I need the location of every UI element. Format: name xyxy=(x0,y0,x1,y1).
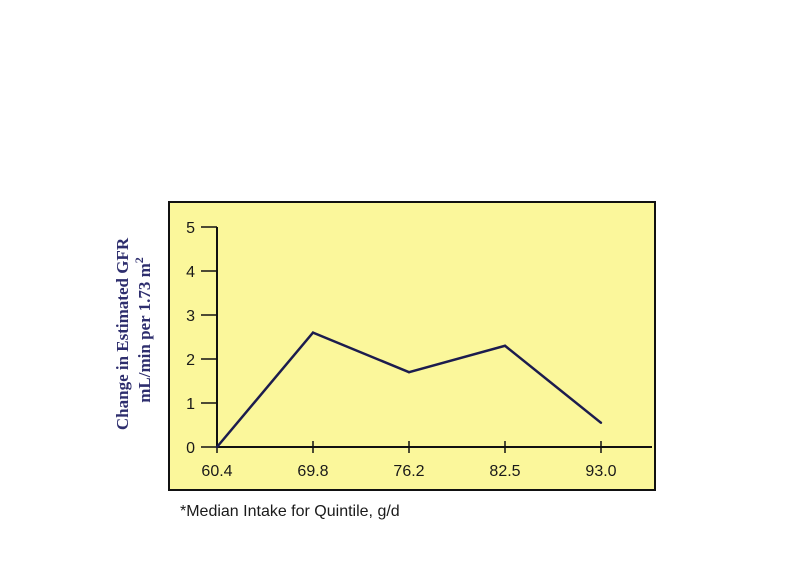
x-tick-label: 82.5 xyxy=(489,463,520,480)
data-point xyxy=(599,421,603,424)
y-tick-label: 1 xyxy=(186,396,195,413)
y-axis-label-unit: mL/min per 1.73 m xyxy=(135,263,154,402)
y-axis-label-line1: Change in Estimated GFR xyxy=(113,237,132,430)
y-axis-ticks: 0 1 2 3 4 5 xyxy=(186,220,217,457)
x-tick-label: 60.4 xyxy=(201,463,232,480)
y-tick-label: 4 xyxy=(186,264,195,281)
y-tick-label: 3 xyxy=(186,308,195,325)
y-axis-label-superscript: 2 xyxy=(132,257,146,263)
data-point xyxy=(311,331,315,334)
data-point xyxy=(407,371,411,374)
series-points xyxy=(215,331,603,449)
x-tick-label: 76.2 xyxy=(393,463,424,480)
y-tick-label: 5 xyxy=(186,220,195,237)
data-point xyxy=(503,344,507,347)
data-point xyxy=(215,445,219,449)
y-tick-label: 2 xyxy=(186,352,195,369)
x-axis-label: *Median Intake for Quintile, g/d xyxy=(180,503,400,520)
y-tick-label: 0 xyxy=(186,440,195,457)
y-axis-label-line2: mL/min per 1.73 m2 xyxy=(132,257,154,402)
x-axis-ticks: 60.4 69.8 76.2 82.5 93.0 xyxy=(201,441,617,480)
plot-area xyxy=(168,201,656,491)
x-tick-label: 69.8 xyxy=(297,463,328,480)
x-tick-label: 93.0 xyxy=(585,463,616,480)
